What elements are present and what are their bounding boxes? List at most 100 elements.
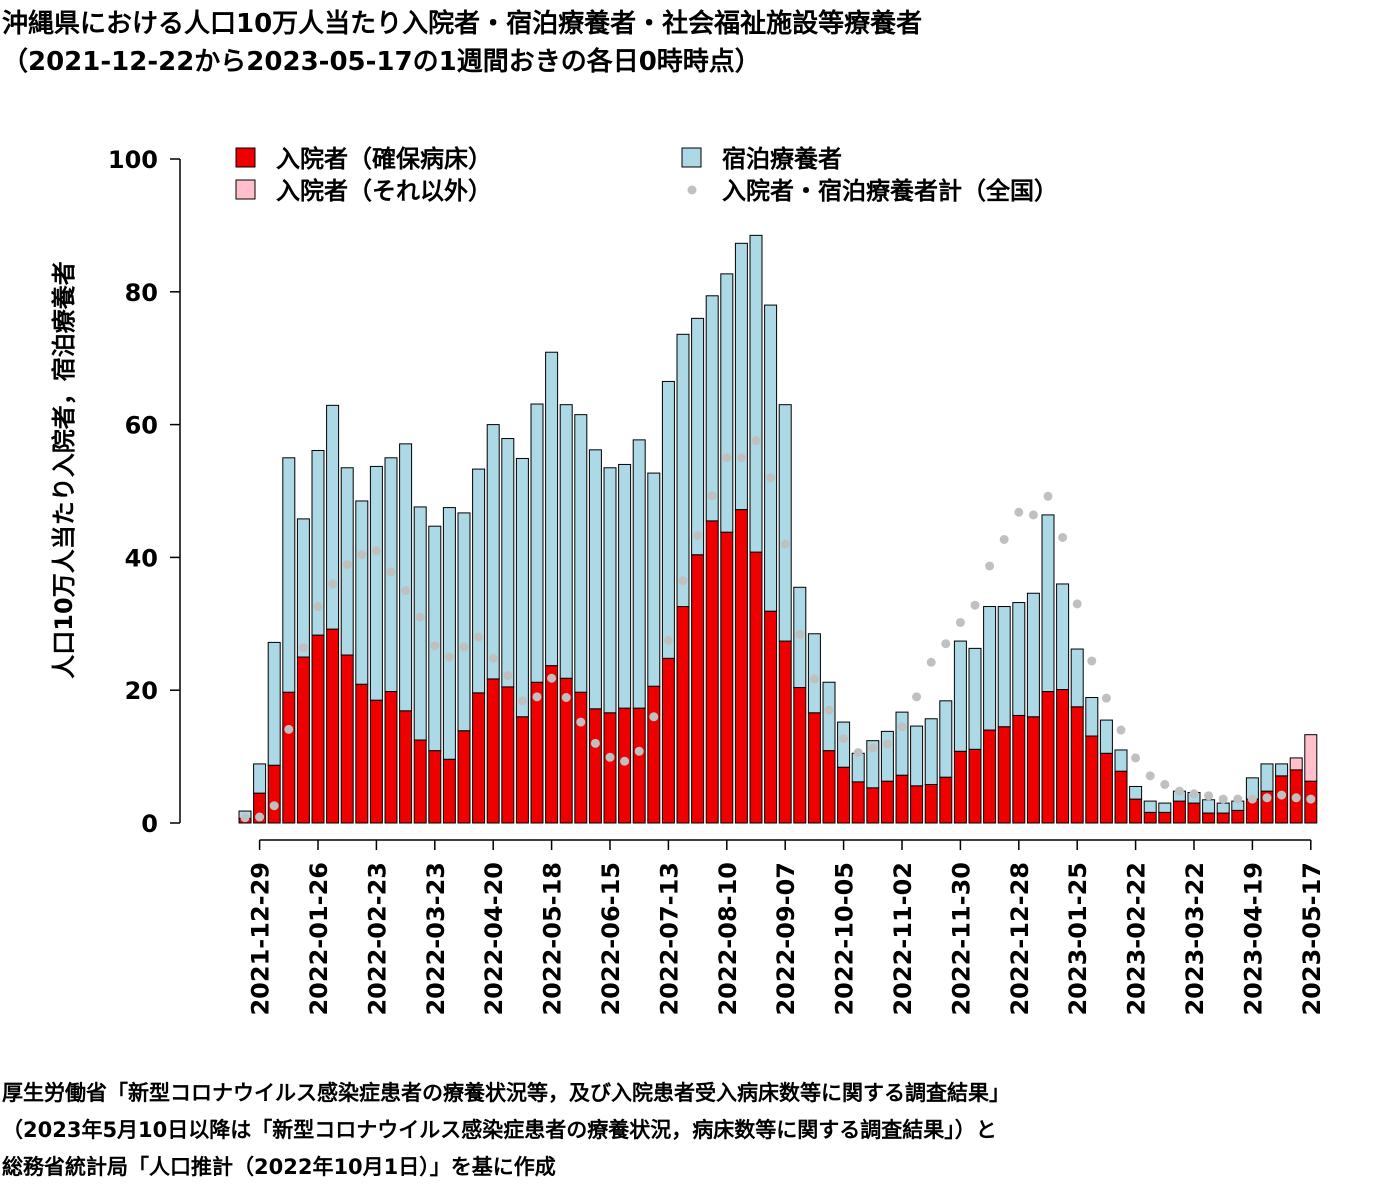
bar-segment xyxy=(501,438,515,688)
bar-segment xyxy=(1202,812,1216,824)
bar-segment xyxy=(282,691,296,824)
point xyxy=(459,642,469,652)
bar-segment xyxy=(486,424,500,680)
bar-segment xyxy=(515,457,529,718)
point xyxy=(328,579,338,589)
point xyxy=(561,693,571,703)
bar-segment xyxy=(632,707,646,824)
point xyxy=(707,491,717,501)
bar-segment xyxy=(968,748,982,824)
bar-segment xyxy=(603,467,617,714)
bar-segment xyxy=(1289,757,1303,771)
chart-subtitle: （2021-12-22から2023-05-17の1週間おきの各日0時時点） xyxy=(2,46,761,77)
bar-segment xyxy=(1026,716,1040,824)
y-tick-label: 0 xyxy=(141,810,158,838)
bar-segment xyxy=(442,758,456,824)
x-tick-label: 2022-11-30 xyxy=(947,862,975,1016)
bar-segment xyxy=(851,752,865,783)
legend-label: 入院者（それ以外） xyxy=(276,177,492,205)
point xyxy=(1218,794,1228,804)
point xyxy=(736,453,746,463)
point xyxy=(1160,779,1170,789)
point xyxy=(474,632,484,642)
point xyxy=(444,652,454,662)
point xyxy=(503,671,513,681)
x-tick-label: 2022-05-18 xyxy=(539,862,567,1016)
bar-segment xyxy=(1070,648,1084,708)
bar-segment xyxy=(895,774,909,824)
x-tick-label: 2022-10-05 xyxy=(831,862,859,1016)
bar-segment xyxy=(837,721,851,768)
bar-segment xyxy=(793,687,807,824)
bar-segment xyxy=(1172,800,1186,824)
point xyxy=(970,600,980,610)
point xyxy=(1058,532,1068,542)
x-tick-label: 2022-11-02 xyxy=(889,862,917,1016)
point xyxy=(1101,693,1111,703)
x-tick-label: 2023-02-22 xyxy=(1123,862,1151,1016)
bar-segment xyxy=(778,404,792,642)
bar-segment xyxy=(413,739,427,824)
bar-segment xyxy=(603,712,617,824)
bar-segment xyxy=(822,750,836,824)
bar-segment xyxy=(910,785,924,824)
bar-segment xyxy=(545,665,559,824)
bar-segment xyxy=(267,764,281,824)
point xyxy=(240,813,250,823)
point xyxy=(1072,599,1082,609)
bar-segment xyxy=(1099,719,1113,754)
bar-segment xyxy=(1143,811,1157,824)
bar-segment xyxy=(720,531,734,824)
bar-segment xyxy=(647,472,661,687)
bar-segment xyxy=(296,656,310,824)
bar-segment xyxy=(399,710,413,824)
y-tick-label: 20 xyxy=(125,677,158,705)
bar-segment xyxy=(997,726,1011,824)
bar-segment xyxy=(1026,592,1040,718)
bar-segment xyxy=(764,610,778,824)
bar-segment xyxy=(734,242,748,511)
bar-segment xyxy=(296,518,310,658)
point xyxy=(576,717,586,727)
x-tick-label: 2021-12-29 xyxy=(247,862,275,1016)
point xyxy=(780,539,790,549)
point xyxy=(1233,794,1243,804)
x-tick-label: 2022-07-13 xyxy=(655,862,683,1016)
point xyxy=(284,724,294,734)
point xyxy=(357,550,367,560)
bar-segment xyxy=(880,730,894,782)
point xyxy=(415,612,425,622)
point xyxy=(342,560,352,570)
point xyxy=(532,692,542,702)
point xyxy=(1204,791,1214,801)
bar-segment xyxy=(1114,770,1128,824)
point xyxy=(547,673,557,683)
bar-segment xyxy=(457,512,471,732)
bar-segment xyxy=(442,507,456,760)
point xyxy=(693,530,703,540)
bar-segment xyxy=(267,641,281,766)
bar-segment xyxy=(807,633,821,714)
point xyxy=(488,653,498,663)
point xyxy=(722,453,732,463)
bar-segment xyxy=(326,404,340,630)
bar-segment xyxy=(866,787,880,824)
bar-segment xyxy=(837,766,851,824)
bar-segment xyxy=(588,449,602,710)
bar-segment xyxy=(807,712,821,824)
bar-segment xyxy=(953,640,967,752)
bar-segment xyxy=(428,750,442,824)
bar-segment xyxy=(530,681,544,824)
x-tick-label: 2022-02-23 xyxy=(363,862,391,1016)
point xyxy=(634,746,644,756)
point xyxy=(649,712,659,722)
point xyxy=(401,586,411,596)
bar-segment xyxy=(749,551,763,824)
bar-segment xyxy=(968,647,982,750)
bar-segment xyxy=(457,730,471,824)
x-tick-label: 2022-03-23 xyxy=(422,862,450,1016)
bar-segment xyxy=(1056,689,1070,824)
bar-segment xyxy=(1187,802,1201,824)
x-tick-label: 2023-01-25 xyxy=(1064,862,1092,1016)
source-line: 総務省統計局「人口推計（2022年10月1日）」を基に作成 xyxy=(2,1155,556,1179)
